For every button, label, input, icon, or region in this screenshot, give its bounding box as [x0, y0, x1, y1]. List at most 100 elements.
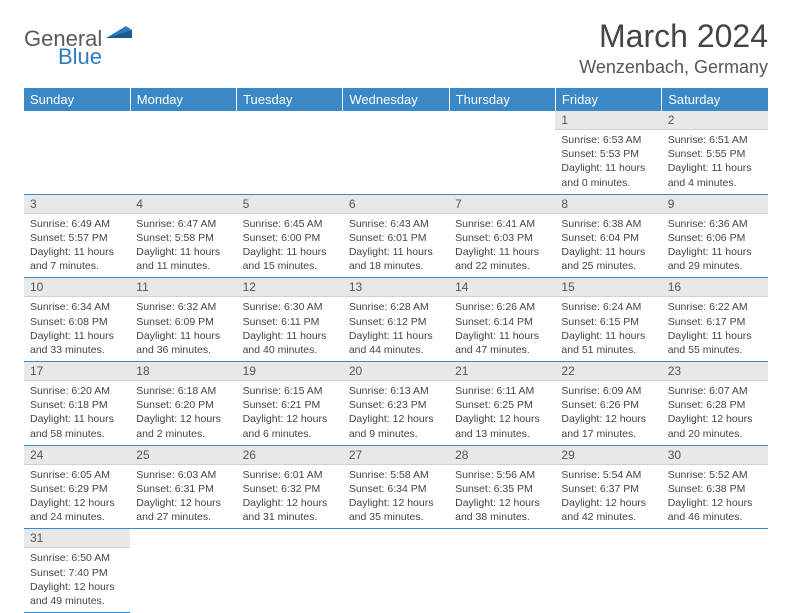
sunrise-text: Sunrise: 5:56 AM — [455, 468, 549, 482]
sunrise-text: Sunrise: 6:30 AM — [243, 300, 337, 314]
calendar-cell — [130, 529, 236, 613]
day-content: Sunrise: 6:09 AMSunset: 6:26 PMDaylight:… — [555, 381, 661, 445]
day-content: Sunrise: 6:47 AMSunset: 5:58 PMDaylight:… — [130, 214, 236, 278]
day-number: 28 — [449, 446, 555, 464]
sunrise-text: Sunrise: 6:18 AM — [136, 384, 230, 398]
daylight-text: Daylight: 11 hours and 33 minutes. — [30, 329, 124, 357]
calendar-cell — [24, 111, 130, 194]
calendar-cell: 30Sunrise: 5:52 AMSunset: 6:38 PMDayligh… — [662, 445, 768, 529]
day-number: 19 — [237, 362, 343, 380]
day-content: Sunrise: 6:15 AMSunset: 6:21 PMDaylight:… — [237, 381, 343, 445]
sunrise-text: Sunrise: 5:52 AM — [668, 468, 762, 482]
daylight-text: Daylight: 12 hours and 27 minutes. — [136, 496, 230, 524]
calendar-cell: 19Sunrise: 6:15 AMSunset: 6:21 PMDayligh… — [237, 362, 343, 446]
sunrise-text: Sunrise: 6:45 AM — [243, 217, 337, 231]
day-content: Sunrise: 6:49 AMSunset: 5:57 PMDaylight:… — [24, 214, 130, 278]
weekday-header: Saturday — [662, 88, 768, 111]
daylight-text: Daylight: 11 hours and 11 minutes. — [136, 245, 230, 273]
daylight-text: Daylight: 12 hours and 20 minutes. — [668, 412, 762, 440]
calendar-cell: 25 Sunrise: 6:03 AMSunset: 6:31 PMDayligh… — [130, 445, 236, 529]
day-number: 25 — [130, 446, 236, 464]
day-content: Sunrise: 6:20 AMSunset: 6:18 PMDaylight:… — [24, 381, 130, 445]
sunset-text: Sunset: 6:00 PM — [243, 231, 337, 245]
sunset-text: Sunset: 7:40 PM — [30, 566, 124, 580]
calendar-cell — [343, 529, 449, 613]
sunset-text: Sunset: 6:15 PM — [561, 315, 655, 329]
sunrise-text: Sunrise: 6:32 AM — [136, 300, 230, 314]
day-content: Sunrise: 6:38 AMSunset: 6:04 PMDaylight:… — [555, 214, 661, 278]
calendar-cell: 11Sunrise: 6:32 AMSunset: 6:09 PMDayligh… — [130, 278, 236, 362]
day-number: 14 — [449, 278, 555, 296]
sunset-text: Sunset: 5:53 PM — [561, 147, 655, 161]
day-content: Sunrise: 6:24 AMSunset: 6:15 PMDaylight:… — [555, 297, 661, 361]
day-content: Sunrise: 6:51 AMSunset: 5:55 PMDaylight:… — [662, 130, 768, 194]
calendar-cell: 16Sunrise: 6:22 AMSunset: 6:17 PMDayligh… — [662, 278, 768, 362]
logo-sub: Blue — [58, 44, 102, 70]
sunrise-text: Sunrise: 6:38 AM — [561, 217, 655, 231]
day-content: Sunrise: 6:41 AMSunset: 6:03 PMDaylight:… — [449, 214, 555, 278]
daylight-text: Daylight: 12 hours and 49 minutes. — [30, 580, 124, 608]
sunrise-text: Sunrise: 6:13 AM — [349, 384, 443, 398]
sunset-text: Sunset: 6:17 PM — [668, 315, 762, 329]
calendar-cell: 5Sunrise: 6:45 AMSunset: 6:00 PMDaylight… — [237, 194, 343, 278]
day-content: Sunrise: 6:30 AMSunset: 6:11 PMDaylight:… — [237, 297, 343, 361]
calendar-week-row: 17Sunrise: 6:20 AMSunset: 6:18 PMDayligh… — [24, 362, 768, 446]
day-number: 30 — [662, 446, 768, 464]
weekday-header: Wednesday — [343, 88, 449, 111]
sunrise-text: Sunrise: 6:15 AM — [243, 384, 337, 398]
day-number: 3 — [24, 195, 130, 213]
daylight-text: Daylight: 12 hours and 2 minutes. — [136, 412, 230, 440]
daylight-text: Daylight: 11 hours and 40 minutes. — [243, 329, 337, 357]
day-content: Sunrise: 6:07 AMSunset: 6:28 PMDaylight:… — [662, 381, 768, 445]
sunset-text: Sunset: 6:32 PM — [243, 482, 337, 496]
calendar-cell: 27Sunrise: 5:58 AMSunset: 6:34 PMDayligh… — [343, 445, 449, 529]
calendar-cell — [237, 111, 343, 194]
sunset-text: Sunset: 6:38 PM — [668, 482, 762, 496]
sunset-text: Sunset: 6:14 PM — [455, 315, 549, 329]
daylight-text: Daylight: 11 hours and 0 minutes. — [561, 161, 655, 189]
calendar-week-row: 3Sunrise: 6:49 AMSunset: 5:57 PMDaylight… — [24, 194, 768, 278]
day-number: 15 — [555, 278, 661, 296]
day-content: Sunrise: 5:54 AMSunset: 6:37 PMDaylight:… — [555, 465, 661, 529]
sunrise-text: Sunrise: 6:53 AM — [561, 133, 655, 147]
calendar-cell: 22Sunrise: 6:09 AMSunset: 6:26 PMDayligh… — [555, 362, 661, 446]
sunrise-text: Sunrise: 6:03 AM — [136, 468, 230, 482]
sunset-text: Sunset: 6:06 PM — [668, 231, 762, 245]
logo-flag-icon — [106, 24, 132, 47]
day-number: 29 — [555, 446, 661, 464]
sunset-text: Sunset: 6:18 PM — [30, 398, 124, 412]
daylight-text: Daylight: 11 hours and 29 minutes. — [668, 245, 762, 273]
sunrise-text: Sunrise: 6:07 AM — [668, 384, 762, 398]
daylight-text: Daylight: 12 hours and 31 minutes. — [243, 496, 337, 524]
calendar-cell — [130, 111, 236, 194]
weekday-header: Tuesday — [237, 88, 343, 111]
sunset-text: Sunset: 6:31 PM — [136, 482, 230, 496]
weekday-header: Monday — [130, 88, 236, 111]
daylight-text: Daylight: 11 hours and 22 minutes. — [455, 245, 549, 273]
calendar-cell: 1Sunrise: 6:53 AMSunset: 5:53 PMDaylight… — [555, 111, 661, 194]
day-number: 21 — [449, 362, 555, 380]
calendar-cell: 31Sunrise: 6:50 AMSunset: 7:40 PMDayligh… — [24, 529, 130, 613]
calendar-cell: 3Sunrise: 6:49 AMSunset: 5:57 PMDaylight… — [24, 194, 130, 278]
calendar-cell: 7Sunrise: 6:41 AMSunset: 6:03 PMDaylight… — [449, 194, 555, 278]
day-number: 6 — [343, 195, 449, 213]
sunset-text: Sunset: 5:55 PM — [668, 147, 762, 161]
calendar-cell — [449, 111, 555, 194]
day-content: Sunrise: 5:58 AMSunset: 6:34 PMDaylight:… — [343, 465, 449, 529]
day-content: Sunrise: 6:32 AMSunset: 6:09 PMDaylight:… — [130, 297, 236, 361]
calendar-cell: 23Sunrise: 6:07 AMSunset: 6:28 PMDayligh… — [662, 362, 768, 446]
daylight-text: Daylight: 12 hours and 17 minutes. — [561, 412, 655, 440]
calendar-week-row: 24Sunrise: 6:05 AMSunset: 6:29 PMDayligh… — [24, 445, 768, 529]
day-content: Sunrise: 6:13 AMSunset: 6:23 PMDaylight:… — [343, 381, 449, 445]
calendar-cell — [662, 529, 768, 613]
calendar-cell — [555, 529, 661, 613]
sunrise-text: Sunrise: 6:01 AM — [243, 468, 337, 482]
sunrise-text: Sunrise: 6:41 AM — [455, 217, 549, 231]
daylight-text: Daylight: 11 hours and 44 minutes. — [349, 329, 443, 357]
sunrise-text: Sunrise: 6:05 AM — [30, 468, 124, 482]
daylight-text: Daylight: 12 hours and 6 minutes. — [243, 412, 337, 440]
calendar-cell: 17Sunrise: 6:20 AMSunset: 6:18 PMDayligh… — [24, 362, 130, 446]
sunset-text: Sunset: 6:21 PM — [243, 398, 337, 412]
day-content: Sunrise: 6:05 AMSunset: 6:29 PMDaylight:… — [24, 465, 130, 529]
sunrise-text: Sunrise: 6:26 AM — [455, 300, 549, 314]
